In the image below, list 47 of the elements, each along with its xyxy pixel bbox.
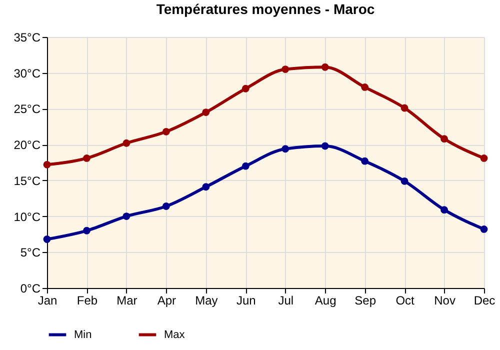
point xyxy=(480,225,488,233)
y-tick-label: 20°C xyxy=(14,138,41,152)
x-tick-label: Jun xyxy=(236,294,256,308)
x-tick-label: Sep xyxy=(354,294,376,308)
chart-title: Températures moyennes - Maroc xyxy=(156,1,375,17)
point xyxy=(242,162,250,170)
point xyxy=(361,157,369,165)
point xyxy=(321,142,329,150)
x-tick-label: Nov xyxy=(434,294,456,308)
point xyxy=(202,108,210,116)
point xyxy=(480,154,488,162)
y-tick-label: 35°C xyxy=(14,30,41,44)
point xyxy=(83,226,90,234)
x-tick-label: Aug xyxy=(314,294,336,308)
y-tick-label: 25°C xyxy=(14,102,41,116)
x-tick-label: Jan xyxy=(38,294,58,308)
x-tick-label: Mar xyxy=(116,294,138,308)
x-tick-label: May xyxy=(195,294,218,308)
x-tick-label: Apr xyxy=(157,294,176,308)
y-tick-label: 0°C xyxy=(20,282,41,296)
point xyxy=(361,84,369,91)
legend-label: Min xyxy=(74,328,92,341)
y-tick-label: 30°C xyxy=(14,66,41,80)
point xyxy=(282,145,290,153)
point xyxy=(43,160,51,168)
point xyxy=(122,212,130,220)
point xyxy=(282,66,290,73)
point xyxy=(162,202,170,210)
x-tick-label: Feb xyxy=(76,294,98,308)
point xyxy=(400,104,408,112)
legend-label: Max xyxy=(164,328,186,341)
point xyxy=(83,154,90,162)
y-tick-label: 5°C xyxy=(20,246,41,260)
point xyxy=(242,84,250,92)
x-tick-label: Jul xyxy=(278,294,294,308)
point xyxy=(440,206,448,214)
point xyxy=(202,183,210,191)
point xyxy=(43,236,51,243)
point xyxy=(162,128,170,136)
point xyxy=(321,63,329,71)
point xyxy=(122,139,130,147)
x-tick-label: Dec xyxy=(474,294,496,308)
y-tick-label: 15°C xyxy=(14,174,41,188)
point xyxy=(440,135,448,143)
x-tick-label: Oct xyxy=(396,294,416,308)
y-tick-label: 10°C xyxy=(14,210,41,224)
point xyxy=(400,177,408,185)
